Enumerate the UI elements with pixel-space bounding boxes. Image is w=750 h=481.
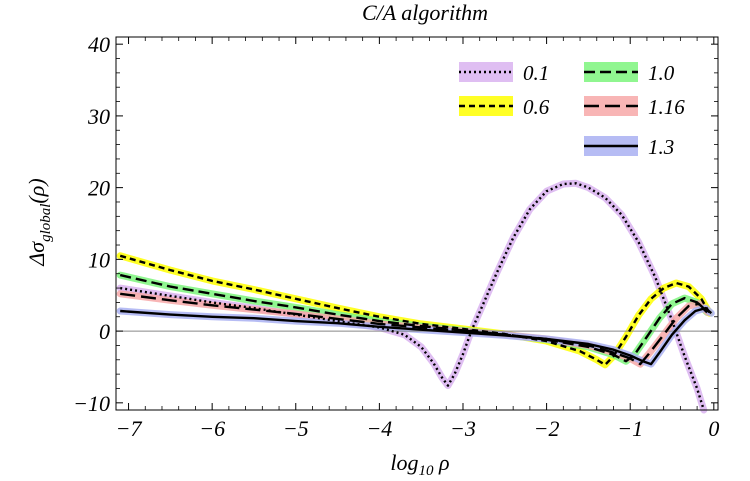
plot-frame — [115, 36, 719, 411]
legend-label-4: 1.3 — [648, 135, 674, 159]
x-tick-label: −4 — [366, 416, 392, 441]
y-axis-label-pre: Δσ — [24, 241, 49, 267]
y-tick-label: 0 — [99, 319, 110, 344]
y-axis-label-sub: global — [38, 204, 54, 242]
y-axis-label: Δσglobal(ρ) — [24, 178, 54, 266]
legend-swatch-1 — [459, 96, 513, 116]
x-tick-label: −3 — [450, 416, 476, 441]
legend-label-0: 0.1 — [523, 61, 549, 85]
x-tick-label: −7 — [116, 416, 143, 441]
y-tick-label: −10 — [73, 391, 110, 416]
axis-ticks — [116, 37, 718, 410]
series-line-1 — [119, 254, 711, 366]
x-tick-label: −1 — [617, 416, 643, 441]
series-line-4 — [120, 306, 713, 366]
series-line-0 — [120, 182, 705, 411]
series-band-1 — [116, 252, 714, 369]
x-axis-label-var: ρ — [434, 450, 450, 475]
legend-label-3: 1.16 — [648, 95, 685, 119]
x-tick-label: 0 — [708, 416, 719, 441]
y-tick-label: 40 — [88, 32, 110, 57]
chart-legend: 0.1 0.6 1.0 1.16 1.3 — [459, 61, 685, 159]
y-tick-label: 10 — [88, 247, 110, 272]
x-tick-label: −6 — [199, 416, 225, 441]
x-tick-label: −5 — [283, 416, 309, 441]
series-lines — [119, 182, 713, 411]
x-tick-label: −2 — [534, 416, 560, 441]
series-band-0 — [116, 179, 708, 414]
series-line-2 — [119, 273, 708, 363]
x-axis-label: log10 ρ — [390, 450, 449, 479]
legend-label-1: 0.6 — [523, 95, 550, 119]
y-tick-label: 30 — [87, 104, 110, 129]
legend-label-2: 1.0 — [648, 61, 675, 85]
x-axis-label-sub: 10 — [419, 463, 435, 479]
chart-title: C/A algorithm — [362, 0, 488, 25]
y-tick-label: 20 — [88, 176, 110, 201]
y-axis-label-post: (ρ) — [24, 178, 49, 203]
x-axis-label-base: log — [390, 450, 418, 475]
